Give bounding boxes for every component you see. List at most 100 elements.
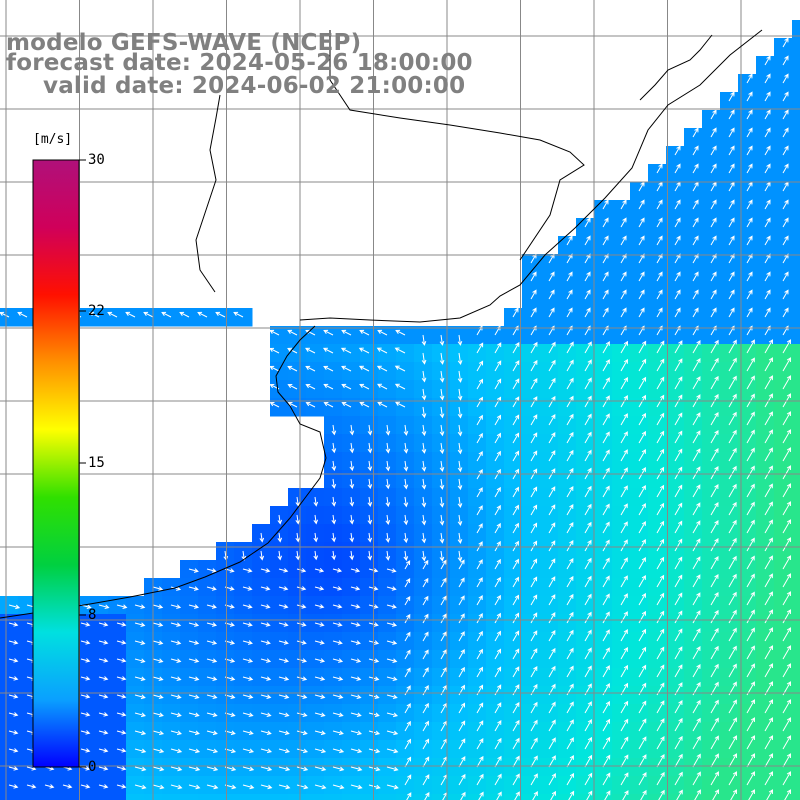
wind-arrow xyxy=(568,790,575,800)
wind-arrow xyxy=(313,532,319,543)
wind-arrow xyxy=(403,424,409,436)
wind-arrow xyxy=(350,748,363,754)
wind-arrow xyxy=(188,694,200,700)
wind-arrow xyxy=(323,383,334,390)
wind-arrow xyxy=(602,557,610,570)
wind-arrow xyxy=(385,514,391,526)
wind-arrow xyxy=(782,645,792,660)
wind-speed-cell xyxy=(612,218,631,237)
wind-arrow xyxy=(620,235,627,246)
wind-speed-cell xyxy=(630,524,649,543)
wind-arrow xyxy=(692,771,701,786)
wind-arrow xyxy=(278,748,291,754)
wind-speed-cell xyxy=(414,740,433,759)
wind-arrow xyxy=(746,163,753,174)
wind-speed-cell xyxy=(468,470,487,489)
wind-arrow xyxy=(674,253,681,264)
wind-speed-cell xyxy=(576,470,595,489)
wind-speed-cell xyxy=(684,506,703,525)
wind-speed-cell xyxy=(504,668,523,687)
wind-speed-cell xyxy=(450,776,469,795)
wind-speed-cell xyxy=(792,38,800,57)
wind-speed-cell xyxy=(522,398,541,417)
wind-arrow xyxy=(782,357,792,372)
wind-arrow xyxy=(674,700,683,714)
wind-speed-cell xyxy=(684,434,703,453)
wind-arrow xyxy=(746,307,753,318)
wind-arrow xyxy=(674,466,683,480)
wind-arrow xyxy=(395,329,406,336)
wind-arrow xyxy=(764,127,771,138)
wind-speed-cell xyxy=(540,614,559,633)
wind-speed-cell xyxy=(396,704,415,723)
wind-arrow xyxy=(548,576,556,588)
wind-speed-cell xyxy=(756,290,775,309)
wind-speed-cell xyxy=(792,380,800,399)
wind-speed-cell xyxy=(486,398,505,417)
wind-arrow xyxy=(746,91,753,102)
wind-speed-cell xyxy=(630,434,649,453)
wind-arrow xyxy=(620,718,629,732)
wind-arrow xyxy=(143,311,154,318)
wind-arrow xyxy=(638,646,647,660)
wind-speed-cell xyxy=(486,362,505,381)
wind-speed-cell xyxy=(720,146,739,165)
wind-arrow xyxy=(532,791,538,800)
wind-speed-cell xyxy=(558,362,577,381)
wind-arrow xyxy=(260,784,273,790)
wind-speed-cell xyxy=(738,524,757,543)
wind-arrow xyxy=(584,395,592,408)
wind-arrow xyxy=(296,766,309,772)
wind-arrow xyxy=(332,748,345,754)
wind-speed-cell xyxy=(738,218,757,237)
wind-arrow xyxy=(586,790,593,800)
wind-arrow xyxy=(602,575,610,588)
wind-arrow xyxy=(674,556,683,570)
wind-speed-cell xyxy=(684,686,703,705)
wind-arrow xyxy=(98,640,109,645)
wind-arrow xyxy=(277,514,283,525)
wind-arrow xyxy=(566,665,574,678)
wind-speed-cell xyxy=(684,344,703,363)
wind-arrow xyxy=(728,411,737,426)
wind-speed-cell xyxy=(774,236,793,255)
wind-arrow xyxy=(746,253,753,264)
wind-speed-cell xyxy=(666,704,685,723)
wind-arrow xyxy=(512,432,520,444)
wind-arrow xyxy=(584,772,593,786)
wind-speed-cell xyxy=(594,254,613,273)
wind-arrow xyxy=(350,784,363,790)
wind-speed-cell xyxy=(702,362,721,381)
wind-speed-cell xyxy=(576,704,595,723)
wind-arrow xyxy=(439,424,445,437)
wind-arrow xyxy=(332,784,345,790)
wind-speed-cell xyxy=(468,650,487,669)
wind-arrow xyxy=(566,485,574,498)
wind-arrow xyxy=(638,556,646,570)
wind-speed-cell xyxy=(612,254,631,273)
wind-speed-cell xyxy=(612,362,631,381)
wind-arrow xyxy=(710,771,719,786)
wind-arrow xyxy=(242,676,254,681)
wind-arrow xyxy=(656,448,665,462)
wind-speed-cell xyxy=(684,524,703,543)
wind-arrow xyxy=(494,648,502,660)
wind-arrow xyxy=(764,753,774,768)
wind-speed-cell xyxy=(684,704,703,723)
wind-speed-cell xyxy=(738,668,757,687)
wind-arrow xyxy=(512,450,520,462)
wind-speed-cell xyxy=(702,794,721,800)
wind-speed-cell xyxy=(396,722,415,741)
wind-speed-cell xyxy=(684,794,703,800)
wind-speed-cell xyxy=(720,110,739,129)
wind-arrow xyxy=(152,712,164,718)
wind-arrow xyxy=(530,271,537,282)
wind-arrow xyxy=(746,375,755,390)
wind-arrow xyxy=(476,505,483,516)
wind-arrow xyxy=(692,610,701,624)
wind-speed-cell xyxy=(756,326,775,345)
wind-arrow xyxy=(242,766,255,772)
wind-speed-cell xyxy=(126,308,145,327)
wind-arrow xyxy=(134,730,147,736)
wind-arrow xyxy=(512,612,520,624)
